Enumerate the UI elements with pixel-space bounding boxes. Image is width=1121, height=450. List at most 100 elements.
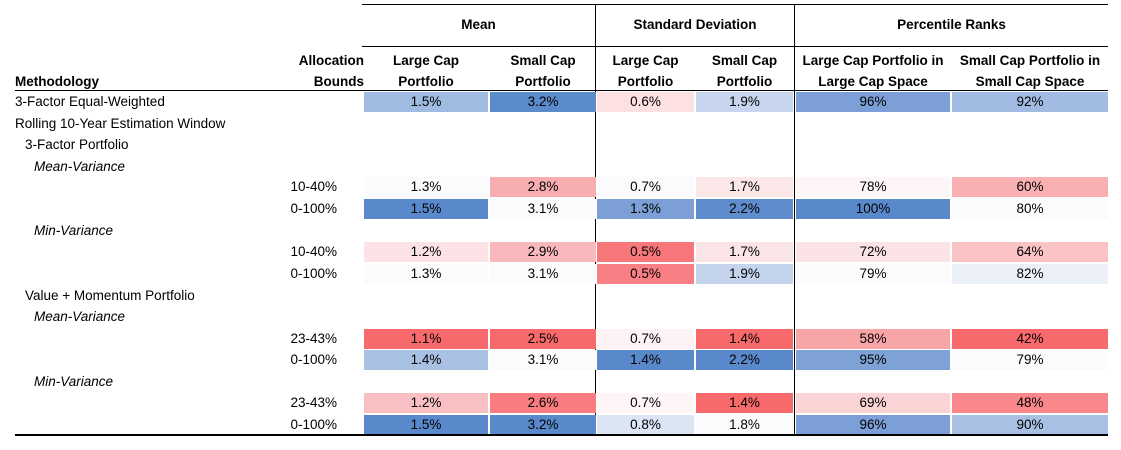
cell-pr-small-cap: 60% bbox=[952, 177, 1108, 197]
allocation-bounds-value: 23-43% bbox=[290, 395, 337, 410]
group-divider-mean-sd bbox=[595, 4, 596, 434]
cell-pr-large-cap: 69% bbox=[796, 393, 950, 413]
cell-pr-large-cap: 95% bbox=[796, 350, 950, 370]
cell-pr-large-cap: 58% bbox=[796, 329, 950, 349]
cell-sd-large-cap: 0.8% bbox=[597, 415, 694, 435]
column-header-line2: Small Cap Space bbox=[975, 74, 1085, 89]
cell-pr-large-cap: 78% bbox=[796, 177, 950, 197]
cell-mean-small-cap: 3.2% bbox=[490, 415, 596, 435]
cell-pr-large-cap: 79% bbox=[796, 264, 950, 284]
allocation-bounds-value: 23-43% bbox=[290, 331, 337, 346]
row-label: Mean-Variance bbox=[34, 309, 126, 324]
cell-mean-small-cap: 2.9% bbox=[490, 242, 596, 262]
row-label: 3-Factor Portfolio bbox=[25, 137, 129, 152]
cell-mean-small-cap: 2.6% bbox=[490, 393, 596, 413]
column-header-sd-small-cap: Small Cap Portfolio bbox=[696, 52, 793, 90]
cell-sd-small-cap: 1.7% bbox=[696, 177, 793, 197]
cell-pr-small-cap: 64% bbox=[952, 242, 1108, 262]
cell-sd-large-cap: 1.3% bbox=[597, 199, 694, 219]
cell-pr-small-cap: 79% bbox=[952, 350, 1108, 370]
cell-sd-large-cap: 0.7% bbox=[597, 393, 694, 413]
cell-sd-small-cap: 1.9% bbox=[696, 92, 793, 112]
row-label: Min-Variance bbox=[34, 374, 114, 389]
column-header-allocation-bounds: Allocation Bounds bbox=[264, 52, 364, 90]
cell-mean-large-cap: 1.5% bbox=[364, 415, 488, 435]
cell-sd-small-cap: 1.7% bbox=[696, 242, 793, 262]
cell-sd-small-cap: 2.2% bbox=[696, 199, 793, 219]
allocation-bounds-value: 10-40% bbox=[290, 179, 337, 194]
cell-pr-small-cap: 92% bbox=[952, 92, 1108, 112]
cell-mean-small-cap: 2.5% bbox=[490, 329, 596, 349]
cell-pr-large-cap: 100% bbox=[796, 199, 950, 219]
group-underline-pr bbox=[795, 46, 1108, 47]
cell-mean-large-cap: 1.5% bbox=[364, 199, 488, 219]
cell-pr-large-cap: 96% bbox=[796, 92, 950, 112]
column-header-line2: Portfolio bbox=[716, 74, 773, 89]
allocation-bounds-line2: Bounds bbox=[313, 74, 364, 89]
row-label: Rolling 10-Year Estimation Window bbox=[15, 116, 226, 131]
group-header-standard-deviation: Standard Deviation bbox=[633, 17, 757, 32]
column-header-line1: Small Cap Portfolio in bbox=[959, 53, 1101, 68]
cell-mean-large-cap: 1.3% bbox=[364, 264, 488, 284]
row-label: Mean-Variance bbox=[34, 159, 126, 174]
column-header-pr-small-cap: Small Cap Portfolio in Small Cap Space bbox=[952, 52, 1108, 90]
table-top-rule bbox=[362, 4, 1108, 5]
cell-sd-large-cap: 0.6% bbox=[597, 92, 694, 112]
group-underline-mean bbox=[362, 46, 595, 47]
column-header-sd-large-cap: Large Cap Portfolio bbox=[597, 52, 694, 90]
row-label: Min-Variance bbox=[34, 223, 114, 238]
column-header-mean-small-cap: Small Cap Portfolio bbox=[490, 52, 596, 90]
column-header-line2: Portfolio bbox=[398, 74, 454, 89]
cell-sd-large-cap: 0.5% bbox=[597, 242, 694, 262]
cell-sd-large-cap: 0.7% bbox=[597, 329, 694, 349]
cell-pr-small-cap: 90% bbox=[952, 415, 1108, 435]
table-bottom-rule bbox=[15, 434, 1108, 436]
cell-mean-large-cap: 1.5% bbox=[364, 92, 488, 112]
allocation-bounds-line1: Allocation bbox=[298, 53, 364, 68]
group-header-percentile-ranks: Percentile Ranks bbox=[897, 17, 1006, 32]
cell-sd-small-cap: 1.4% bbox=[696, 329, 793, 349]
cell-mean-small-cap: 3.2% bbox=[490, 92, 596, 112]
group-underline-sd bbox=[596, 46, 794, 47]
cell-pr-small-cap: 48% bbox=[952, 393, 1108, 413]
column-header-line1: Large Cap Portfolio in bbox=[802, 53, 944, 68]
cell-pr-small-cap: 42% bbox=[952, 329, 1108, 349]
group-divider-sd-pr bbox=[794, 4, 795, 434]
cell-mean-small-cap: 2.8% bbox=[490, 177, 596, 197]
group-header-mean: Mean bbox=[461, 17, 496, 32]
cell-sd-small-cap: 1.4% bbox=[696, 393, 793, 413]
row-label: Value + Momentum Portfolio bbox=[25, 288, 195, 303]
cell-pr-small-cap: 82% bbox=[952, 264, 1108, 284]
cell-mean-large-cap: 1.3% bbox=[364, 177, 488, 197]
cell-pr-small-cap: 80% bbox=[952, 199, 1108, 219]
cell-sd-large-cap: 0.5% bbox=[597, 264, 694, 284]
cell-mean-large-cap: 1.2% bbox=[364, 393, 488, 413]
header-bottom-rule bbox=[15, 90, 1108, 91]
cell-sd-small-cap: 1.9% bbox=[696, 264, 793, 284]
cell-mean-small-cap: 3.1% bbox=[490, 264, 596, 284]
cell-mean-large-cap: 1.2% bbox=[364, 242, 488, 262]
allocation-bounds-value: 0-100% bbox=[290, 201, 337, 216]
column-header-line1: Small Cap bbox=[711, 53, 778, 68]
column-header-methodology: Methodology bbox=[15, 74, 99, 89]
cell-pr-large-cap: 96% bbox=[796, 415, 950, 435]
cell-sd-small-cap: 2.2% bbox=[696, 350, 793, 370]
cell-pr-large-cap: 72% bbox=[796, 242, 950, 262]
column-header-line2: Large Cap Space bbox=[818, 74, 928, 89]
column-header-line1: Large Cap bbox=[612, 53, 679, 68]
allocation-bounds-value: 10-40% bbox=[290, 244, 337, 259]
column-header-mean-large-cap: Large Cap Portfolio bbox=[364, 52, 488, 90]
cell-mean-small-cap: 3.1% bbox=[490, 350, 596, 370]
allocation-bounds-value: 0-100% bbox=[290, 417, 337, 432]
column-header-line1: Small Cap bbox=[510, 53, 576, 68]
cell-sd-large-cap: 1.4% bbox=[597, 350, 694, 370]
cell-mean-small-cap: 3.1% bbox=[490, 199, 596, 219]
allocation-bounds-value: 0-100% bbox=[290, 266, 337, 281]
cell-mean-large-cap: 1.1% bbox=[364, 329, 488, 349]
row-label: 3-Factor Equal-Weighted bbox=[15, 94, 165, 109]
column-header-line2: Portfolio bbox=[515, 74, 571, 89]
column-header-pr-large-cap: Large Cap Portfolio in Large Cap Space bbox=[796, 52, 950, 90]
allocation-bounds-value: 0-100% bbox=[290, 352, 337, 367]
cell-sd-small-cap: 1.8% bbox=[696, 415, 793, 435]
